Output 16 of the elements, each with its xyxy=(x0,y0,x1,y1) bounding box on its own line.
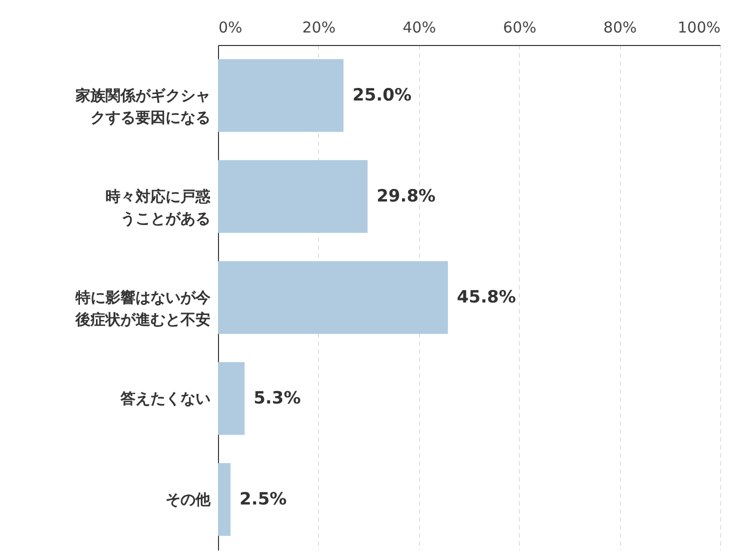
y-tick-label: 答えたくない xyxy=(120,390,210,408)
x-tick-label: 100% xyxy=(678,18,720,36)
x-tick-label: 40% xyxy=(402,18,436,36)
y-tick-label: 時々対応に戸惑うことがある xyxy=(106,188,212,228)
y-tick-label: その他 xyxy=(166,490,212,508)
data-label: 25.0% xyxy=(352,86,412,106)
data-label: 29.8% xyxy=(376,186,436,206)
y-tick-label: 特に影響はないが今後症状が進むと不安 xyxy=(74,288,212,328)
data-label: 45.8% xyxy=(456,288,516,308)
y-tick-label: 家族関係がギクシャクする要因になる xyxy=(74,86,210,126)
data-label: 2.5% xyxy=(240,490,287,510)
x-tick-label: 20% xyxy=(302,18,336,36)
x-tick-label: 60% xyxy=(503,18,536,36)
data-label: 5.3% xyxy=(254,388,301,408)
x-tick-label: 0% xyxy=(218,18,242,36)
x-tick-label: 80% xyxy=(603,18,637,36)
